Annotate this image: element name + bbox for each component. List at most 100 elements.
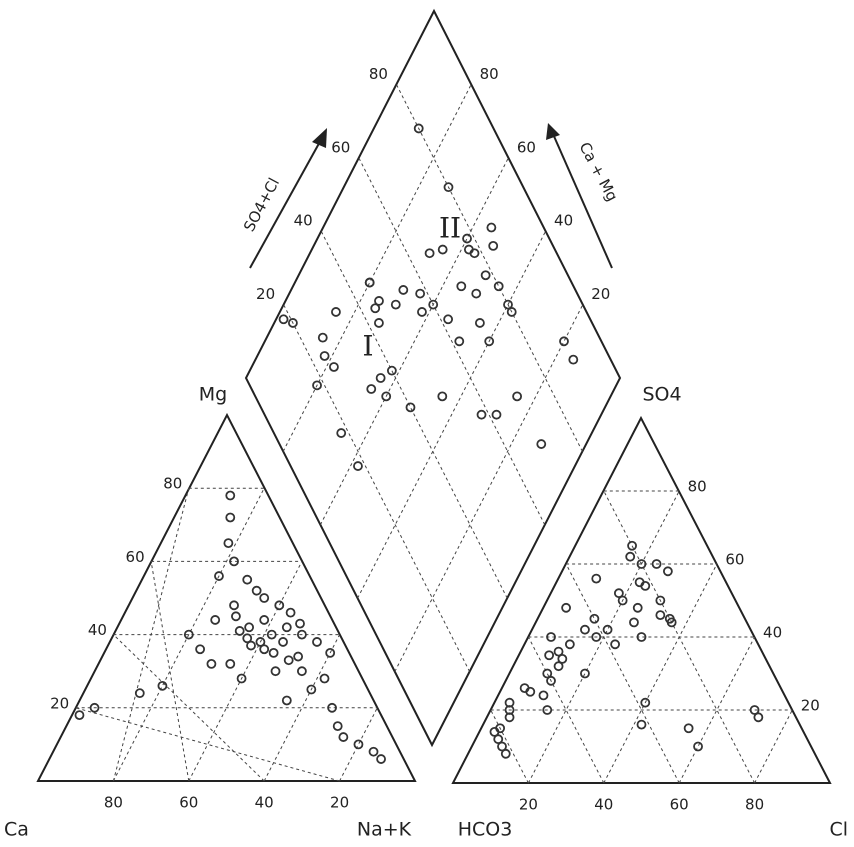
anion-point: [546, 632, 556, 642]
diamond-point: [456, 281, 467, 292]
cation-point: [236, 673, 247, 684]
cation-point: [293, 651, 304, 662]
diamond-point: [506, 307, 517, 317]
diamond-point: [462, 233, 472, 244]
diamond-point: [364, 277, 375, 288]
diamond-point: [484, 336, 495, 347]
cation-point: [281, 695, 292, 706]
grid-line: [188, 561, 303, 782]
tick-label: 60: [126, 548, 145, 566]
diamond-point: [370, 303, 381, 314]
zone-label: I: [362, 330, 373, 363]
anion-point: [617, 595, 628, 606]
diamond-point: [428, 299, 439, 310]
diamond-point: [317, 332, 328, 343]
grid-line: [603, 563, 718, 784]
anion-point: [504, 697, 515, 708]
cation-point: [295, 618, 305, 629]
cation-point: [283, 655, 294, 666]
arrowhead: [546, 123, 560, 140]
arrow-camg: [552, 133, 613, 269]
cation-point: [231, 611, 241, 622]
cation-point: [266, 629, 277, 640]
corner-label: Na+K: [357, 819, 412, 841]
diamond-point: [417, 307, 427, 317]
grid-line: [113, 634, 265, 782]
cation-point: [259, 615, 270, 625]
tick-label: 80: [369, 65, 388, 83]
tick-label: 40: [763, 624, 782, 642]
corner-label: SO4: [642, 384, 681, 406]
cation-point: [306, 684, 317, 695]
anion-point: [655, 610, 666, 620]
cation-point: [353, 739, 364, 750]
diamond-point: [443, 182, 454, 193]
tick-label: 40: [554, 212, 573, 230]
diamond-point: [486, 222, 497, 233]
grid-line: [112, 487, 265, 782]
grid-line: [112, 488, 190, 782]
anion-point: [636, 559, 647, 569]
corner-label: HCO3: [458, 819, 513, 841]
grid-line: [357, 230, 547, 599]
diamond-point: [476, 409, 487, 420]
tick-label: 40: [88, 621, 107, 639]
tick-label: 80: [104, 794, 123, 812]
tick-label: 20: [256, 285, 275, 303]
anion-point: [553, 646, 564, 657]
cation-point: [251, 585, 262, 596]
tick-label: 20: [801, 697, 820, 715]
grid-line: [319, 157, 509, 526]
diamond-point: [512, 391, 522, 402]
diamond-point: [454, 336, 465, 347]
diamond-point: [474, 318, 485, 328]
anion-point: [504, 712, 515, 723]
cation-point: [225, 512, 236, 523]
diamond-point: [493, 281, 504, 292]
anion-point: [500, 748, 511, 759]
anion-point: [693, 741, 703, 752]
diamond-point: [480, 270, 491, 281]
zone-label: II: [439, 212, 461, 245]
corner-label: Ca: [4, 819, 29, 841]
anion-point: [627, 540, 637, 551]
grid-line: [320, 230, 508, 599]
tick-label: 20: [330, 794, 349, 812]
cation-point: [225, 658, 236, 669]
anion-point: [636, 632, 647, 642]
cation-point: [270, 666, 281, 677]
cation-point: [223, 538, 234, 548]
anion-point: [651, 559, 662, 569]
diamond-point: [390, 299, 401, 310]
diamond: [244, 8, 622, 748]
grid-line: [603, 490, 756, 784]
diamond-point: [319, 351, 330, 361]
tick-label: 40: [255, 794, 274, 812]
grid-line: [339, 707, 378, 782]
cation-point: [206, 658, 217, 669]
cation-point: [327, 702, 337, 713]
diamond-point: [398, 285, 409, 295]
diamond-point: [488, 240, 499, 251]
cation-point: [376, 754, 386, 764]
diamond-point: [469, 248, 480, 259]
cation-point: [296, 629, 307, 640]
anion-point: [580, 668, 590, 679]
cation-point: [274, 600, 285, 611]
diamond-point: [336, 428, 347, 438]
anion-point: [561, 602, 571, 613]
cation-point: [278, 637, 288, 647]
anion-point: [683, 723, 694, 734]
anion-point: [589, 613, 600, 624]
anion-point: [613, 588, 624, 599]
grid-line: [282, 84, 472, 452]
anion-point: [544, 650, 555, 661]
grid-line: [490, 709, 529, 784]
anion-point: [602, 624, 613, 635]
axis-label: SO4+Cl: [240, 175, 283, 235]
grid-line: [75, 707, 340, 782]
diamond-point: [375, 373, 386, 383]
tick-label: 40: [294, 212, 313, 230]
diamond-point: [536, 439, 547, 449]
